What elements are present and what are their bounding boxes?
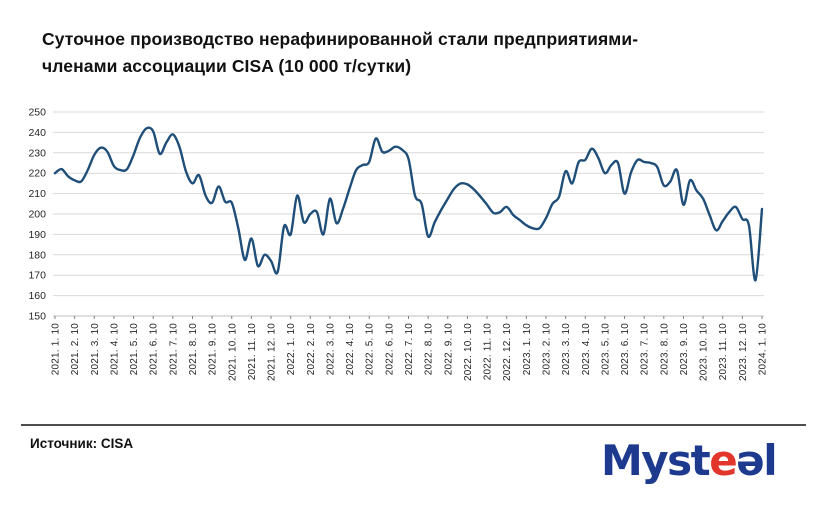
svg-text:2022. 10. 10: 2022. 10. 10 bbox=[463, 323, 474, 381]
source-label: Источник: CISA bbox=[30, 436, 134, 451]
svg-text:2021. 12. 10: 2021. 12. 10 bbox=[267, 323, 278, 381]
svg-text:2022. 6. 10: 2022. 6. 10 bbox=[384, 323, 395, 375]
y-gridlines bbox=[53, 111, 764, 317]
svg-text:2022. 3. 10: 2022. 3. 10 bbox=[325, 323, 336, 375]
chart-title-line-2: членами ассоциации CISA (10 000 т/сутки) bbox=[42, 56, 412, 76]
mysteel-logo: Mysteǝl bbox=[601, 438, 781, 484]
y-axis-labels: 150 160 170 180 190 200 210 220 230 240 250 bbox=[28, 107, 46, 323]
svg-text:2022. 2. 10: 2022. 2. 10 bbox=[306, 323, 317, 375]
svg-text:2021. 9. 10: 2021. 9. 10 bbox=[208, 323, 219, 375]
svg-text:2021. 11. 10: 2021. 11. 10 bbox=[247, 323, 258, 381]
production-series-line bbox=[53, 126, 764, 282]
svg-text:160: 160 bbox=[28, 290, 46, 302]
svg-text:2022. 9. 10: 2022. 9. 10 bbox=[443, 323, 454, 375]
svg-text:180: 180 bbox=[28, 249, 46, 261]
svg-text:2021. 10. 10: 2021. 10. 10 bbox=[227, 323, 238, 381]
svg-text:2021. 3. 10: 2021. 3. 10 bbox=[90, 323, 101, 375]
logo-text-myst: Myst bbox=[601, 436, 711, 485]
svg-text:2024. 1. 10: 2024. 1. 10 bbox=[758, 323, 769, 375]
footer-divider bbox=[21, 424, 806, 426]
svg-text:220: 220 bbox=[28, 168, 46, 180]
svg-text:210: 210 bbox=[28, 188, 46, 200]
logo-letter-e-red: e bbox=[709, 436, 738, 485]
svg-text:2023. 9. 10: 2023. 9. 10 bbox=[679, 323, 690, 375]
x-axis-labels: 2021. 1. 10 2021. 2. 10 2021. 3. 10 2021. 4… bbox=[51, 323, 769, 381]
x-axis-ticks bbox=[54, 316, 763, 319]
svg-text:2021. 2. 10: 2021. 2. 10 bbox=[70, 323, 81, 375]
svg-text:2022. 8. 10: 2022. 8. 10 bbox=[424, 323, 435, 375]
svg-text:2023. 12. 10: 2023. 12. 10 bbox=[738, 323, 749, 381]
svg-text:2022. 7. 10: 2022. 7. 10 bbox=[404, 323, 415, 375]
svg-text:2021. 8. 10: 2021. 8. 10 bbox=[188, 323, 199, 375]
svg-text:2023. 2. 10: 2023. 2. 10 bbox=[541, 323, 552, 375]
svg-text:2022. 4. 10: 2022. 4. 10 bbox=[345, 323, 356, 375]
svg-text:2022. 11. 10: 2022. 11. 10 bbox=[483, 323, 494, 381]
svg-text:230: 230 bbox=[28, 147, 46, 159]
svg-text:2023. 10. 10: 2023. 10. 10 bbox=[699, 323, 710, 381]
svg-text:2022. 12. 10: 2022. 12. 10 bbox=[502, 323, 513, 381]
svg-text:2022. 1. 10: 2022. 1. 10 bbox=[286, 323, 297, 375]
svg-text:2023. 11. 10: 2023. 11. 10 bbox=[718, 323, 729, 381]
svg-text:2023. 1. 10: 2023. 1. 10 bbox=[522, 323, 533, 375]
svg-text:2023. 7. 10: 2023. 7. 10 bbox=[640, 323, 651, 375]
logo-letter-l: l bbox=[763, 436, 777, 485]
logo-letter-e-turned: ǝ bbox=[736, 436, 765, 485]
chart-title-line-1: Суточное производство нерафинированной с… bbox=[42, 29, 639, 49]
svg-text:2023. 5. 10: 2023. 5. 10 bbox=[600, 323, 611, 375]
svg-text:2021. 6. 10: 2021. 6. 10 bbox=[149, 323, 160, 375]
svg-text:2021. 1. 10: 2021. 1. 10 bbox=[51, 323, 62, 375]
chart-title: Суточное производство нерафинированной с… bbox=[42, 26, 762, 80]
svg-text:190: 190 bbox=[28, 229, 46, 241]
svg-text:2023. 8. 10: 2023. 8. 10 bbox=[659, 323, 670, 375]
svg-text:240: 240 bbox=[28, 127, 46, 139]
svg-text:250: 250 bbox=[28, 107, 46, 119]
svg-text:2023. 4. 10: 2023. 4. 10 bbox=[581, 323, 592, 375]
svg-text:200: 200 bbox=[28, 209, 46, 221]
svg-text:150: 150 bbox=[28, 311, 46, 323]
svg-text:170: 170 bbox=[28, 270, 46, 282]
svg-text:2023. 3. 10: 2023. 3. 10 bbox=[561, 323, 572, 375]
svg-text:2021. 5. 10: 2021. 5. 10 bbox=[129, 323, 140, 375]
svg-text:2021. 7. 10: 2021. 7. 10 bbox=[168, 323, 179, 375]
svg-text:2023. 6. 10: 2023. 6. 10 bbox=[620, 323, 631, 375]
svg-text:2022. 5. 10: 2022. 5. 10 bbox=[365, 323, 376, 375]
svg-text:2021. 4. 10: 2021. 4. 10 bbox=[109, 323, 120, 375]
